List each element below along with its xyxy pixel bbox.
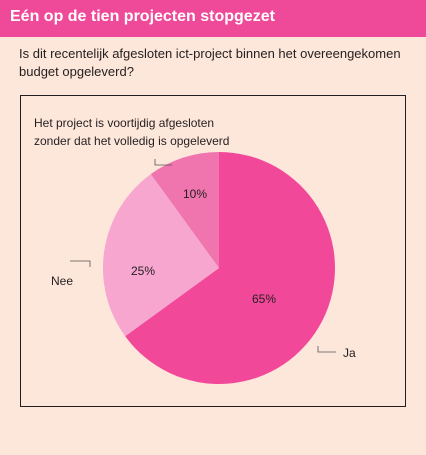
category-label-nee: Nee [51, 274, 73, 288]
category-label-stopped-line1: Het project is voortijdig afgesloten [34, 116, 214, 130]
leader-line-stopped [154, 159, 172, 166]
leader-line-nee [70, 260, 91, 267]
chart-title: Eén op de tien projecten stopgezet [10, 8, 275, 25]
pie-slice-ja [125, 152, 335, 384]
category-label-ja: Ja [343, 346, 356, 360]
value-label-stopped: 10% [183, 187, 207, 201]
pie-slice-stopped [150, 152, 219, 268]
value-label-ja: 65% [252, 292, 276, 306]
survey-question: Is dit recentelijk afgesloten ict-projec… [19, 46, 401, 79]
pie-slice-nee [102, 174, 219, 337]
category-label-stopped-line2: zonder dat het volledig is opgeleverd [34, 134, 229, 148]
value-label-nee: 25% [131, 264, 155, 278]
leader-line-ja [317, 346, 336, 353]
header-bar: Eén op de tien projecten stopgezet [0, 0, 426, 37]
